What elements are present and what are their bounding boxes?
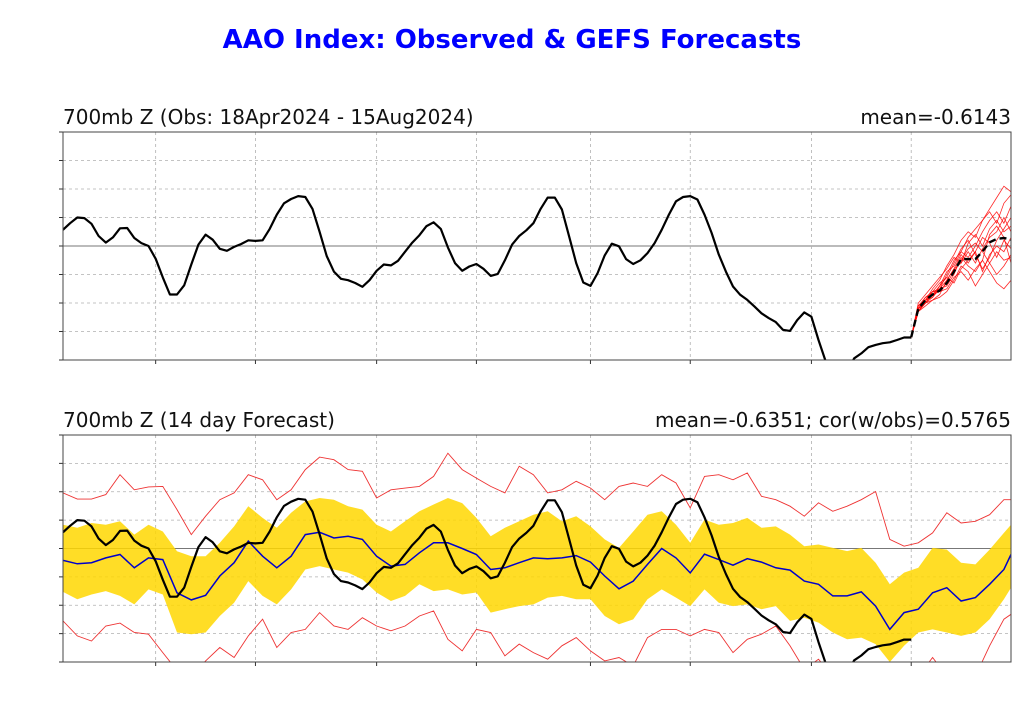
observed-line	[63, 195, 912, 360]
observed-line	[63, 497, 912, 662]
forecast-mean-line	[63, 531, 1011, 631]
forecast-panel	[59, 434, 1012, 666]
forecast-spread-band	[63, 498, 1011, 662]
plot-frame	[62, 131, 1012, 361]
ensemble-member-line	[910, 216, 1011, 338]
plot-area	[63, 452, 1011, 662]
ensemble-member-line	[910, 237, 1011, 338]
ensemble-member-line	[910, 236, 1011, 338]
plot-frame	[62, 434, 1012, 663]
forecast-max-line	[63, 452, 1011, 547]
figure-title: AAO Index: Observed & GEFS Forecasts	[223, 25, 802, 55]
forecast-min-line	[63, 610, 1011, 662]
bottom-panel-stats: mean=-0.6351; cor(w/obs)=0.5765	[655, 408, 1011, 432]
top-panel-title: 700mb Z (Obs: 18Apr2024 - 15Aug2024)	[63, 105, 474, 129]
top-panel-mean: mean=-0.6143	[860, 105, 1011, 129]
ensemble-mean-line	[910, 236, 1011, 338]
ensemble-member-line	[910, 251, 1011, 338]
ensemble-member-line	[910, 259, 1011, 338]
observed-panel	[59, 131, 1012, 364]
ensemble-member-line	[910, 225, 1011, 338]
plot-area	[63, 185, 1011, 360]
bottom-panel-title: 700mb Z (14 day Forecast)	[63, 408, 335, 432]
